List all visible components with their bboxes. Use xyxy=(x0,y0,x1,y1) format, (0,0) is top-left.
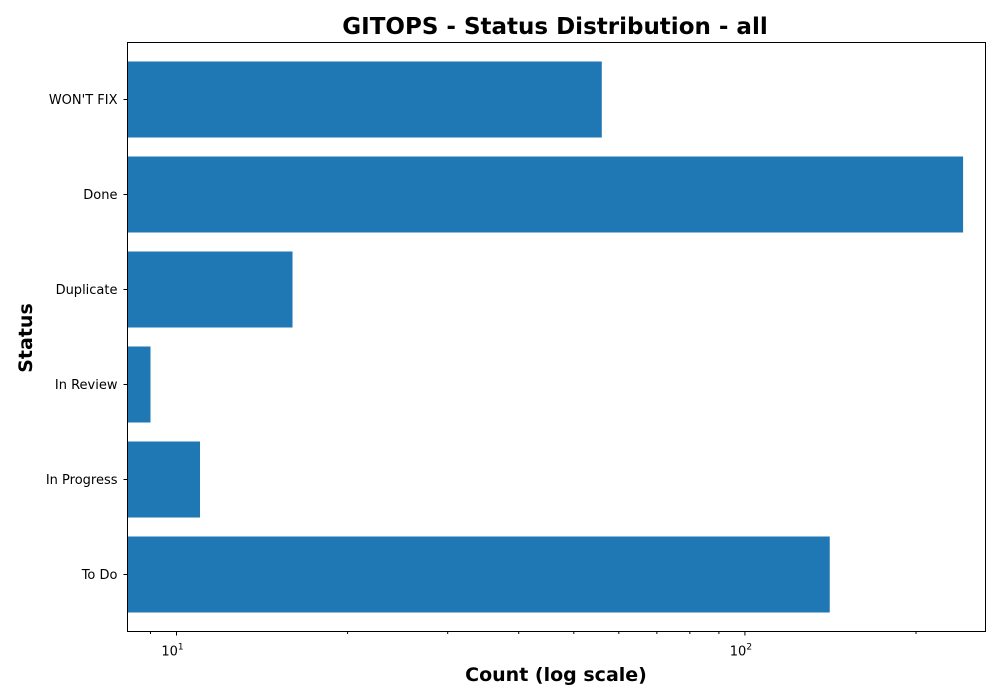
bar-won-t-fix xyxy=(127,61,602,138)
y-tick-label-done: Done xyxy=(83,188,117,203)
y-tick-label-won-t-fix: WON'T FIX xyxy=(49,93,118,108)
x-tick-label: 102 xyxy=(730,643,752,660)
bar-to-do xyxy=(127,536,830,613)
x-axis-label: Count (log scale) xyxy=(465,664,647,686)
bar-duplicate xyxy=(127,251,293,328)
bar-in-progress xyxy=(127,441,201,518)
x-tick-label-exponent: 1 xyxy=(178,643,184,653)
x-tick-label-exponent: 2 xyxy=(746,643,752,653)
y-tick-label-in-progress: In Progress xyxy=(46,473,118,488)
y-axis-ticks: WON'T FIX Done Duplicate In Review In Progre… xyxy=(46,93,128,583)
chart-title: GITOPS - Status Distribution - all xyxy=(342,14,767,40)
y-axis-label: Status xyxy=(15,303,37,373)
bar-in-review xyxy=(127,346,151,423)
x-axis-ticks: 101 102 xyxy=(149,631,917,660)
y-tick-label-in-review: In Review xyxy=(55,378,118,393)
bars-group xyxy=(127,61,964,613)
y-tick-label-to-do: To Do xyxy=(81,568,118,583)
x-tick-label: 101 xyxy=(161,643,183,660)
y-tick-label-duplicate: Duplicate xyxy=(56,283,118,298)
bar-done xyxy=(127,156,964,233)
plot-frame xyxy=(127,42,986,632)
